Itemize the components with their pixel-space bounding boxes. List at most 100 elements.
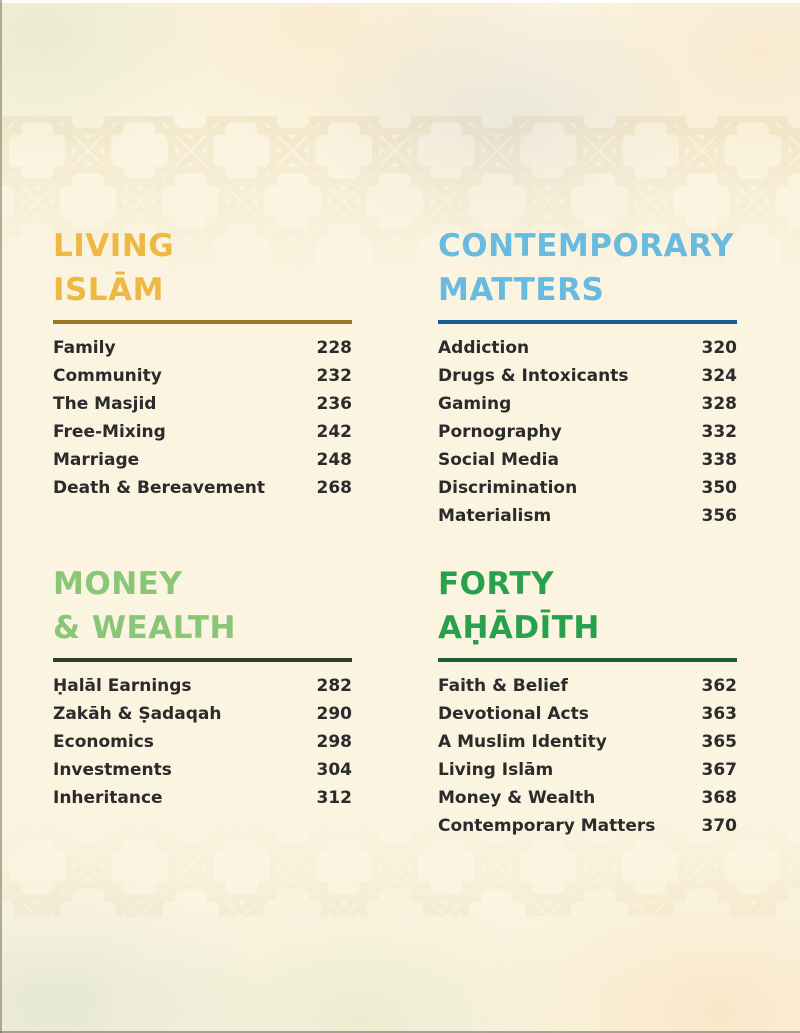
section-title: MONEY & WEALTH bbox=[53, 562, 352, 650]
toc-entry: Investments 304 bbox=[53, 756, 352, 784]
page-edge-bottom bbox=[0, 1031, 800, 1033]
section-divider-rule bbox=[438, 658, 737, 662]
toc-entry-page-number: 242 bbox=[316, 422, 353, 442]
section-title-line-2: MATTERS bbox=[438, 272, 605, 308]
toc-entry-page-number: 328 bbox=[701, 394, 738, 414]
toc-entry-label: Contemporary Matters bbox=[438, 816, 656, 836]
toc-entry: Drugs & Intoxicants 324 bbox=[438, 362, 737, 390]
toc-entry-label: Pornography bbox=[438, 422, 562, 442]
section-title: FORTY AḤĀDĪTH bbox=[438, 562, 737, 650]
toc-entry-page-number: 232 bbox=[316, 366, 353, 386]
toc-entry-label: The Masjid bbox=[53, 394, 157, 414]
toc-entry-page-number: 236 bbox=[316, 394, 353, 414]
toc-entry: Money & Wealth 368 bbox=[438, 784, 737, 812]
section-title-line-1: LIVING bbox=[53, 228, 175, 264]
toc-entry-label: Death & Bereavement bbox=[53, 478, 265, 498]
toc-entry-list: Faith & Belief 362 Devotional Acts 363 A M… bbox=[438, 672, 737, 840]
toc-entry: Pornography 332 bbox=[438, 418, 737, 446]
toc-entry-page-number: 320 bbox=[701, 338, 738, 358]
toc-entry-page-number: 350 bbox=[701, 478, 738, 498]
toc-entry: Death & Bereavement 268 bbox=[53, 474, 352, 502]
toc-entry: Living Islām 367 bbox=[438, 756, 737, 784]
toc-entry-page-number: 324 bbox=[701, 366, 738, 386]
toc-entry-page-number: 365 bbox=[701, 732, 738, 752]
section-title-line-2: AḤĀDĪTH bbox=[438, 610, 600, 646]
toc-entry: Ḥalāl Earnings 282 bbox=[53, 672, 352, 700]
toc-entry-label: Marriage bbox=[53, 450, 140, 470]
toc-entry-page-number: 248 bbox=[316, 450, 353, 470]
toc-entry-label: Inheritance bbox=[53, 788, 163, 808]
section-divider-rule bbox=[53, 658, 352, 662]
toc-entry-page-number: 304 bbox=[316, 760, 353, 780]
toc-entry-page-number: 312 bbox=[316, 788, 353, 808]
section-title-line-1: CONTEMPORARY bbox=[438, 228, 734, 264]
toc-entry-label: Zakāh & Ṣadaqah bbox=[53, 704, 222, 724]
toc-entry-page-number: 282 bbox=[316, 676, 353, 696]
section-title: LIVING ISLĀM bbox=[53, 224, 352, 312]
page-edge-top bbox=[0, 0, 800, 3]
toc-entry-label: Ḥalāl Earnings bbox=[53, 676, 192, 696]
section-title: CONTEMPORARY MATTERS bbox=[438, 224, 737, 312]
section-forty-ahadith: FORTY AḤĀDĪTH Faith & Belief 362 Devotion… bbox=[438, 562, 737, 840]
toc-entry: Gaming 328 bbox=[438, 390, 737, 418]
toc-entry-page-number: 332 bbox=[701, 422, 738, 442]
toc-entry: The Masjid 236 bbox=[53, 390, 352, 418]
toc-entry-label: Materialism bbox=[438, 506, 552, 526]
toc-entry: Contemporary Matters 370 bbox=[438, 812, 737, 840]
toc-entry: Materialism 356 bbox=[438, 502, 737, 530]
toc-entry-label: Free-Mixing bbox=[53, 422, 166, 442]
toc-entry-page-number: 290 bbox=[316, 704, 353, 724]
toc-entry: Community 232 bbox=[53, 362, 352, 390]
toc-entry-label: Discrimination bbox=[438, 478, 578, 498]
toc-entry-label: Investments bbox=[53, 760, 172, 780]
section-contemporary-matters: CONTEMPORARY MATTERS Addiction 320 Drugs … bbox=[438, 224, 737, 530]
toc-entry-label: Family bbox=[53, 338, 116, 358]
toc-entry-label: Faith & Belief bbox=[438, 676, 568, 696]
toc-entry: Free-Mixing 242 bbox=[53, 418, 352, 446]
toc-entry: Economics 298 bbox=[53, 728, 352, 756]
toc-entry: Inheritance 312 bbox=[53, 784, 352, 812]
toc-entry-label: Economics bbox=[53, 732, 154, 752]
toc-entry-label: Living Islām bbox=[438, 760, 554, 780]
toc-entry-page-number: 298 bbox=[316, 732, 353, 752]
toc-entry-label: A Muslim Identity bbox=[438, 732, 607, 752]
toc-entry-page-number: 268 bbox=[316, 478, 353, 498]
section-money-and-wealth: MONEY & WEALTH Ḥalāl Earnings 282 Zakāh &… bbox=[53, 562, 352, 812]
toc-entry-page-number: 367 bbox=[701, 760, 738, 780]
toc-entry-list: Ḥalāl Earnings 282 Zakāh & Ṣadaqah 290 Eco… bbox=[53, 672, 352, 812]
toc-entry-page-number: 356 bbox=[701, 506, 738, 526]
toc-entry-page-number: 368 bbox=[701, 788, 738, 808]
toc-entry: Faith & Belief 362 bbox=[438, 672, 737, 700]
toc-entry: Family 228 bbox=[53, 334, 352, 362]
section-title-line-2: ISLĀM bbox=[53, 272, 164, 308]
toc-entry-list: Addiction 320 Drugs & Intoxicants 324 Gami… bbox=[438, 334, 737, 530]
toc-entry-label: Social Media bbox=[438, 450, 559, 470]
toc-entry: Social Media 338 bbox=[438, 446, 737, 474]
toc-entry-page-number: 370 bbox=[701, 816, 738, 836]
section-title-line-1: MONEY bbox=[53, 566, 183, 602]
section-living-islam: LIVING ISLĀM Family 228 Community 232 The … bbox=[53, 224, 352, 502]
toc-entry-page-number: 362 bbox=[701, 676, 738, 696]
toc-entry-label: Gaming bbox=[438, 394, 512, 414]
toc-entry: Marriage 248 bbox=[53, 446, 352, 474]
toc-entry: Zakāh & Ṣadaqah 290 bbox=[53, 700, 352, 728]
toc-entry-label: Community bbox=[53, 366, 162, 386]
toc-entry-list: Family 228 Community 232 The Masjid 236 Fre… bbox=[53, 334, 352, 502]
section-title-line-1: FORTY bbox=[438, 566, 555, 602]
page-edge-left bbox=[0, 0, 2, 1033]
toc-entry-page-number: 228 bbox=[316, 338, 353, 358]
toc-entry-label: Devotional Acts bbox=[438, 704, 589, 724]
toc-entry: Devotional Acts 363 bbox=[438, 700, 737, 728]
toc-entry: Discrimination 350 bbox=[438, 474, 737, 502]
toc-entry: A Muslim Identity 365 bbox=[438, 728, 737, 756]
section-title-line-2: & WEALTH bbox=[53, 610, 236, 646]
toc-entry: Addiction 320 bbox=[438, 334, 737, 362]
section-divider-rule bbox=[53, 320, 352, 324]
toc-entry-label: Drugs & Intoxicants bbox=[438, 366, 629, 386]
toc-entry-label: Addiction bbox=[438, 338, 530, 358]
toc-entry-page-number: 363 bbox=[701, 704, 738, 724]
toc-entry-page-number: 338 bbox=[701, 450, 738, 470]
section-divider-rule bbox=[438, 320, 737, 324]
toc-entry-label: Money & Wealth bbox=[438, 788, 596, 808]
